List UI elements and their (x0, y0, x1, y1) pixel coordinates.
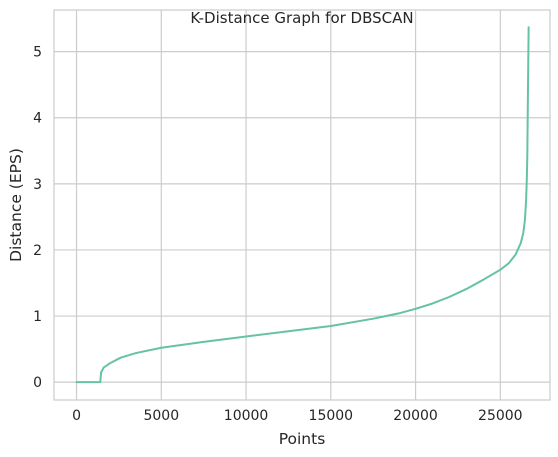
x-tick-label: 0 (72, 408, 81, 424)
k-distance-line (75, 26, 530, 384)
x-tick-labels: 0 5000 10000 15000 20000 25000 (72, 408, 523, 424)
y-axis-label: Distance (EPS) (7, 148, 25, 262)
x-tick-label: 5000 (143, 408, 179, 424)
series-layer (75, 26, 530, 384)
x-axis-label: Points (279, 430, 326, 448)
x-tick-label: 20000 (393, 408, 438, 424)
y-tick-label: 0 (33, 375, 42, 391)
y-tick-labels: 0 1 2 3 4 5 (33, 45, 42, 392)
chart-title: K-Distance Graph for DBSCAN (190, 9, 413, 27)
grid (54, 10, 550, 400)
y-tick-label: 3 (33, 177, 42, 193)
y-tick-label: 4 (33, 111, 42, 127)
y-tick-label: 5 (33, 45, 42, 61)
x-tick-label: 10000 (224, 408, 269, 424)
plot-area-frame (53, 9, 551, 401)
y-tick-label: 1 (33, 309, 42, 325)
x-tick-label: 25000 (478, 408, 523, 424)
y-tick-label: 2 (33, 243, 42, 259)
x-tick-label: 15000 (309, 408, 354, 424)
